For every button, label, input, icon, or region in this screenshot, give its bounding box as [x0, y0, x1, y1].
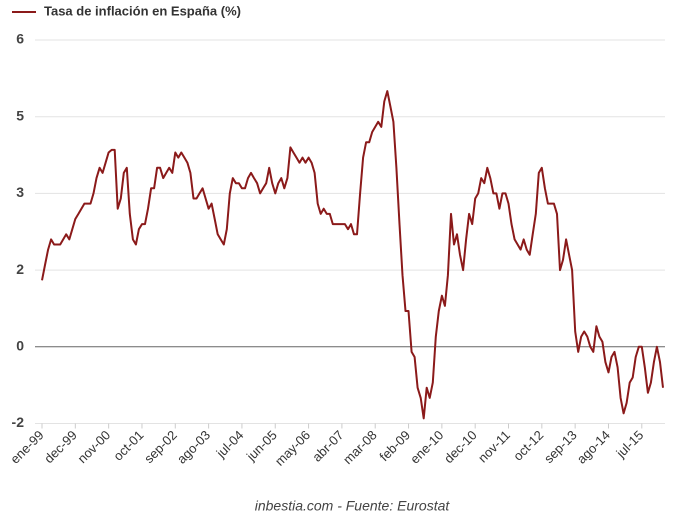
y-tick-label: 3 — [16, 184, 24, 200]
y-tick-label: 5 — [16, 107, 24, 123]
y-tick-label: 0 — [16, 338, 24, 354]
y-tick-label: 2 — [16, 261, 24, 277]
y-tick-label: -2 — [12, 414, 25, 430]
legend-label: Tasa de inflación en España (%) — [44, 3, 241, 18]
y-tick-label: 6 — [16, 31, 24, 47]
source-note: inbestia.com - Fuente: Eurostat — [255, 498, 451, 514]
data-line — [41, 90, 664, 420]
